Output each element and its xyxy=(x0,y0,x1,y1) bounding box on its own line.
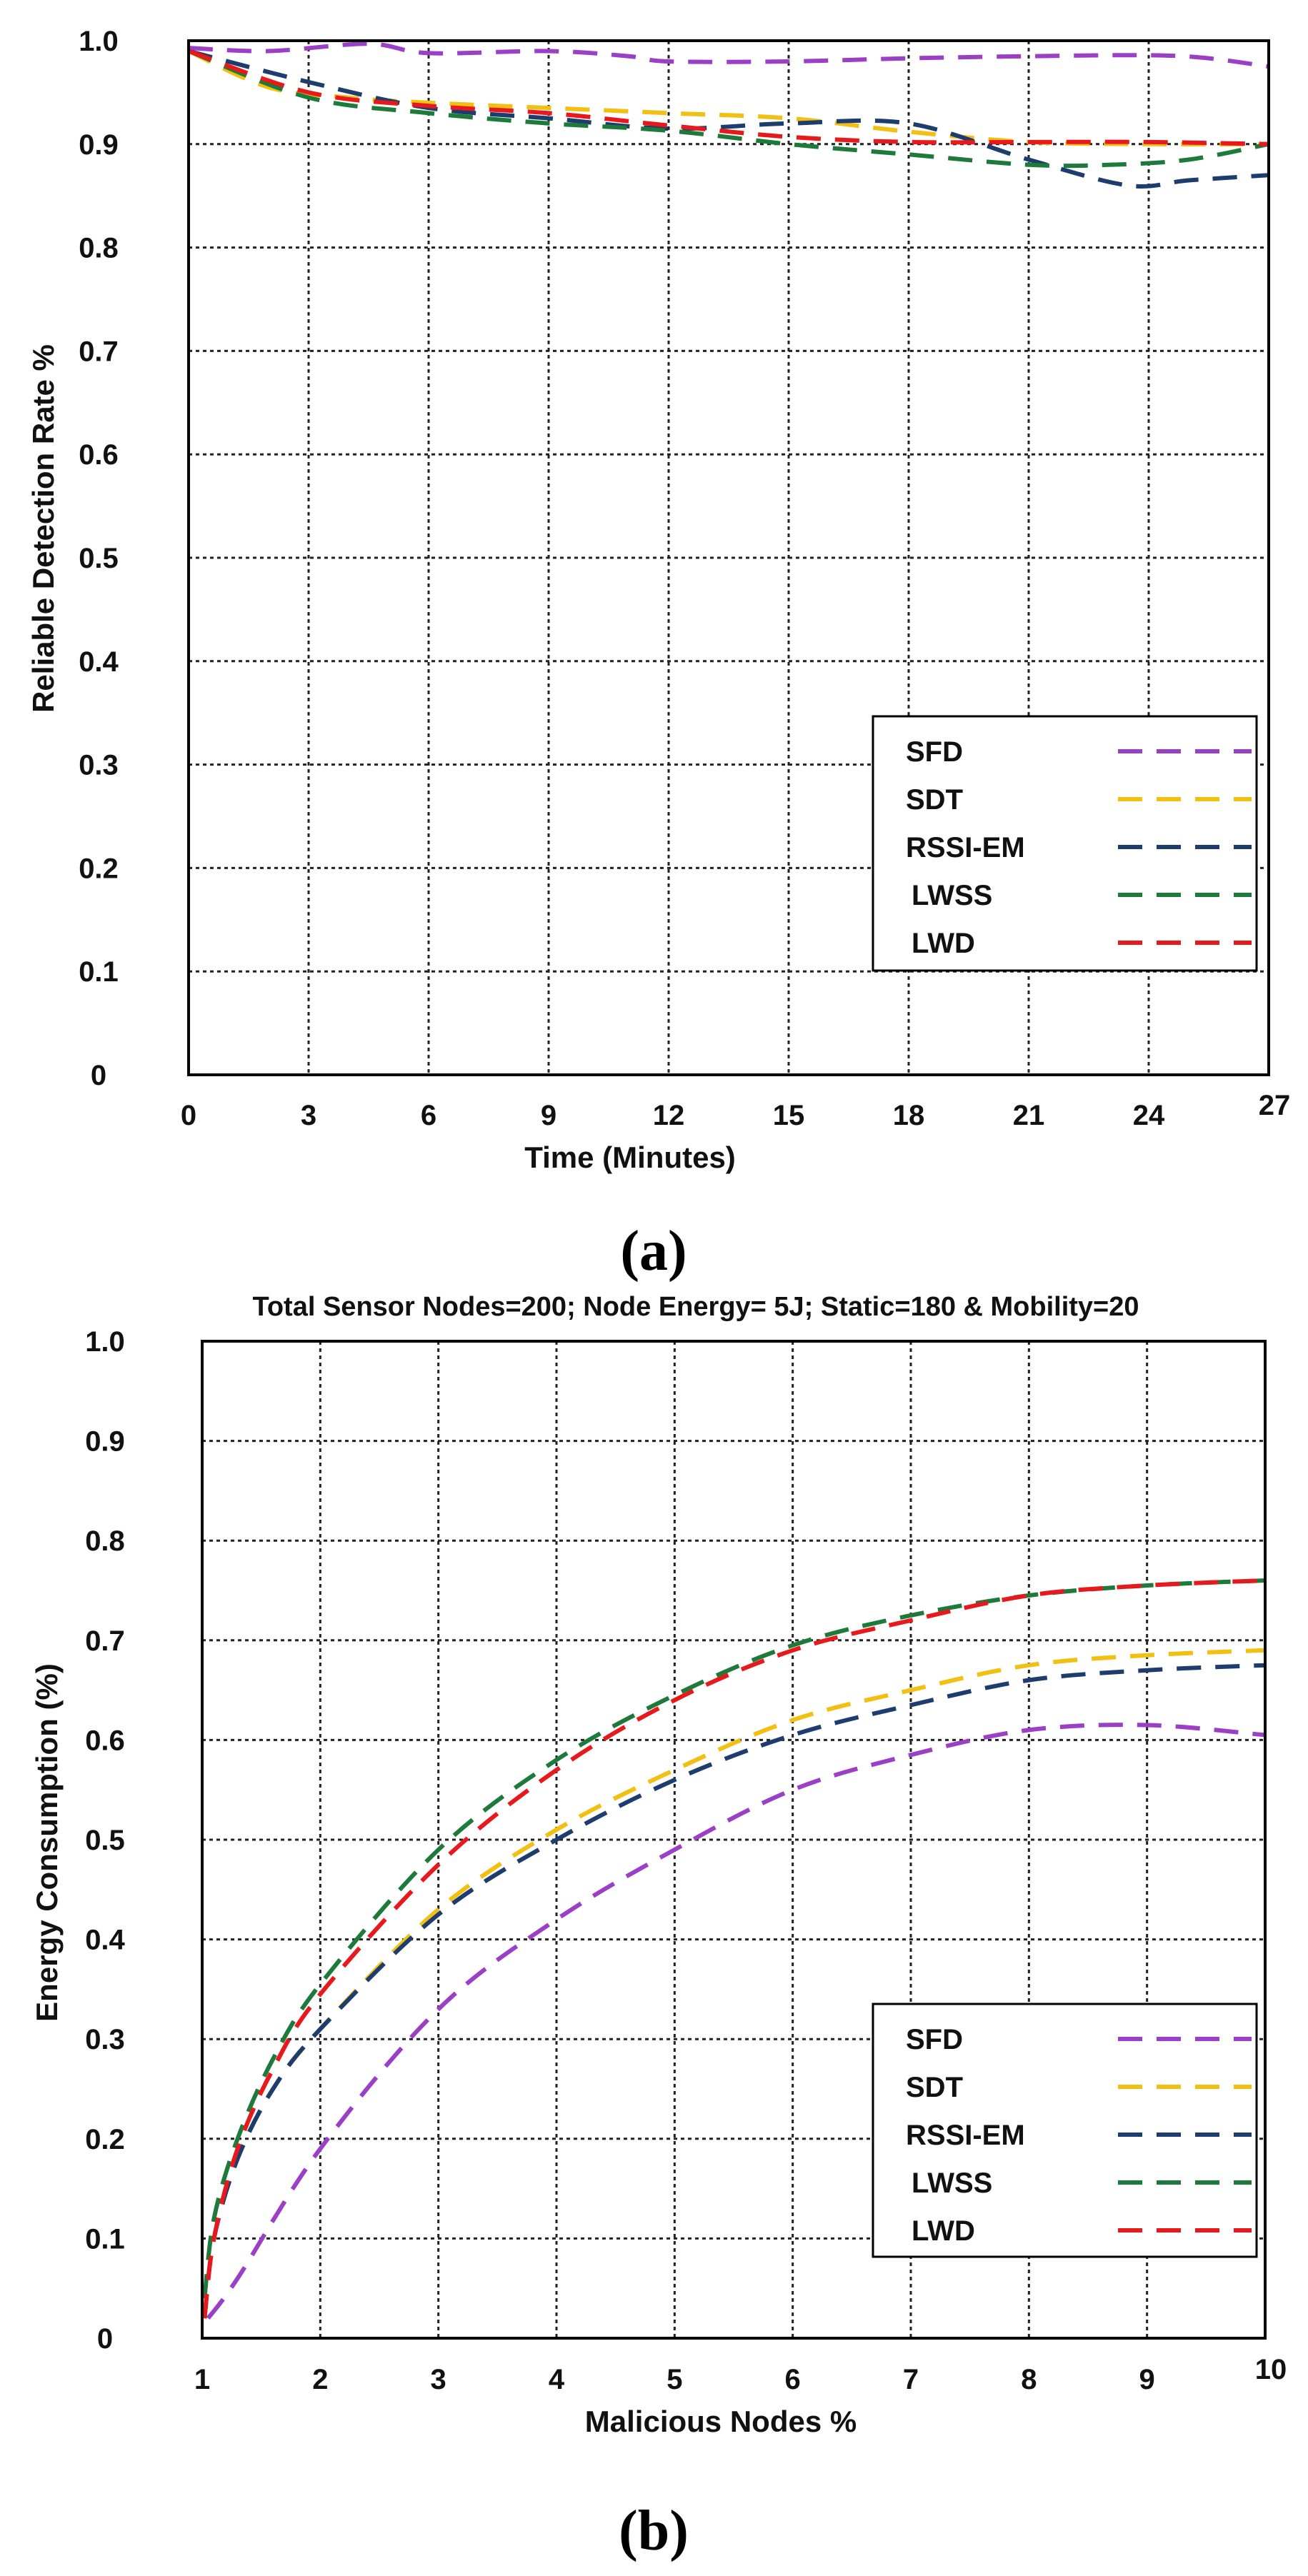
panel-label-b: (b) xyxy=(619,2500,689,2562)
y-tick-label: 0.6 xyxy=(79,439,119,471)
y-tick-label: 0.3 xyxy=(85,2024,125,2055)
legend-label-sdt: SDT xyxy=(906,784,963,816)
x-tick-label: 6 xyxy=(785,2364,801,2395)
y-tick-label: 0.1 xyxy=(79,956,119,988)
series-layer-a xyxy=(187,41,1269,189)
y-tick-label: 0.7 xyxy=(85,1625,125,1657)
y-tick-label: 0.2 xyxy=(79,853,119,884)
plot-frame-a xyxy=(187,39,1270,1076)
x-tick-label: 24 xyxy=(1133,1100,1165,1131)
chart-title-b: Total Sensor Nodes=200; Node Energy= 5J;… xyxy=(252,1292,1139,1322)
y-tick-label: 0 xyxy=(91,1060,106,1091)
legend-label-sfd: SFD xyxy=(906,736,963,768)
y-tick-label: 1.0 xyxy=(79,26,119,57)
series-line-rssi-em xyxy=(188,49,1269,189)
x-tick-label: 8 xyxy=(1021,2364,1037,2395)
x-tick-label: 6 xyxy=(421,1100,436,1131)
series-layer-b xyxy=(202,1578,1266,2320)
y-tick-label: 0.8 xyxy=(79,233,119,264)
x-tick-label: 10 xyxy=(1255,2354,1287,2385)
x-ticks-a: 0 3 6 9 12 15 18 21 24 27 xyxy=(181,1090,1290,1131)
x-tick-label: 15 xyxy=(773,1100,805,1131)
x-tick-label: 1 xyxy=(194,2364,210,2395)
series-line-sfd xyxy=(206,1723,1266,2320)
x-ticks-b: 1 2 3 4 5 6 7 8 9 10 xyxy=(194,2354,1287,2395)
y-tick-label: 0.5 xyxy=(85,1825,125,1856)
y-tick-label: 0.2 xyxy=(85,2124,125,2155)
legend-label-lwss: LWSS xyxy=(912,880,992,911)
legend-label-rssi-em: RSSI-EM xyxy=(906,832,1025,863)
y-tick-label: 0 xyxy=(97,2323,113,2355)
series-line-lwss xyxy=(202,1578,1266,2299)
y-tick-label: 0.9 xyxy=(85,1426,125,1458)
x-tick-label: 9 xyxy=(541,1100,556,1131)
legend-a: SFD SDT RSSI-EM LWSS LWD xyxy=(872,715,1258,972)
x-tick-label: 5 xyxy=(667,2364,682,2395)
legend-label-lwss: LWSS xyxy=(912,2167,992,2199)
series-line-lwd xyxy=(202,1578,1266,2319)
y-tick-label: 0.5 xyxy=(79,543,119,574)
series-line-sfd xyxy=(188,41,1269,69)
x-tick-label: 3 xyxy=(431,2364,446,2395)
x-tick-label: 0 xyxy=(181,1100,196,1131)
y-tick-label: 0.3 xyxy=(79,750,119,781)
x-tick-label: 9 xyxy=(1139,2364,1155,2395)
y-axis-label-a: Reliable Detection Rate % xyxy=(26,344,60,713)
x-tick-label: 4 xyxy=(549,2364,565,2395)
legend-label-rssi-em: RSSI-EM xyxy=(906,2120,1025,2151)
series-line-lwss xyxy=(187,49,1269,169)
y-tick-label: 0.4 xyxy=(85,1925,125,1956)
x-tick-label: 18 xyxy=(893,1100,925,1131)
x-axis-label-b: Malicious Nodes % xyxy=(585,2405,857,2438)
y-tick-label: 0.9 xyxy=(79,129,119,161)
x-tick-label: 27 xyxy=(1259,1090,1291,1121)
series-line-sdt xyxy=(202,1648,1266,2319)
y-tick-label: 0.4 xyxy=(79,646,119,678)
legend-items-a: SFD SDT RSSI-EM LWSS LWD xyxy=(906,736,1252,959)
x-tick-label: 21 xyxy=(1013,1100,1045,1131)
x-tick-label: 2 xyxy=(312,2364,328,2395)
y-ticks-b: 0 0.1 0.2 0.3 0.4 0.5 0.6 0.7 0.8 0.9 1.0 xyxy=(85,1326,125,2355)
legend-box-a xyxy=(872,715,1258,972)
series-line-lwd xyxy=(188,49,1269,146)
y-ticks-a: 0 0.1 0.2 0.3 0.4 0.5 0.6 0.7 0.8 0.9 1.0 xyxy=(79,26,119,1091)
legend-items-b: SFD SDT RSSI-EM LWSS LWD xyxy=(906,2024,1252,2247)
chart-panel-b: Total Sensor Nodes=200; Node Energy= 5J;… xyxy=(30,1292,1287,2562)
legend-label-lwd: LWD xyxy=(912,2215,975,2247)
panel-label-a: (a) xyxy=(620,1220,687,1283)
legend-label-lwd: LWD xyxy=(912,928,975,959)
chart-panel-a: 0 3 6 9 12 15 18 21 24 27 00.10.20.30.40.50.60.70… xyxy=(26,26,1290,1283)
y-axis-label-b: Energy Consumption (%) xyxy=(30,1663,64,2022)
y-tick-label: 1.0 xyxy=(85,1326,125,1358)
plot-frame-b xyxy=(201,1340,1267,2340)
y-tick-label: 0.1 xyxy=(85,2223,125,2255)
series-line-rssi-em xyxy=(202,1663,1266,2319)
x-tick-label: 7 xyxy=(903,2364,919,2395)
x-axis-label-a: Time (Minutes) xyxy=(524,1141,736,1174)
x-tick-label: 3 xyxy=(301,1100,316,1131)
y-tick-label: 0.7 xyxy=(79,336,119,367)
y-tick-label: 0.6 xyxy=(85,1725,125,1756)
legend-b: SFD SDT RSSI-EM LWSS LWD xyxy=(872,2003,1258,2258)
legend-box-b xyxy=(872,2003,1258,2258)
x-tick-label: 12 xyxy=(653,1100,685,1131)
y-tick-label: 0.8 xyxy=(85,1525,125,1557)
legend-label-sfd: SFD xyxy=(906,2024,963,2055)
legend-label-sdt: SDT xyxy=(906,2072,963,2103)
